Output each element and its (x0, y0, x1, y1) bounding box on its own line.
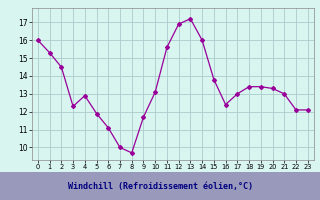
Text: Windchill (Refroidissement éolien,°C): Windchill (Refroidissement éolien,°C) (68, 182, 252, 190)
